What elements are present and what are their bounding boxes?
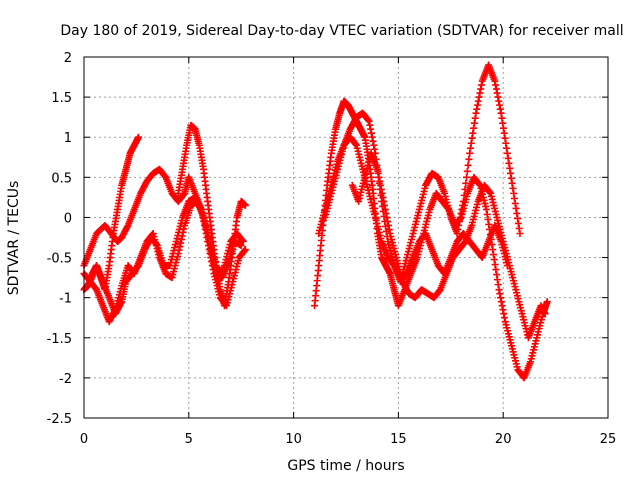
- y-tick-label: -1.5: [47, 332, 72, 347]
- series-track-8: [315, 133, 511, 286]
- data-point: [237, 242, 245, 250]
- x-axis-label: GPS time / hours: [287, 458, 404, 474]
- y-tick-label: 0.5: [51, 171, 72, 186]
- data-point: [543, 298, 551, 306]
- data-point: [541, 310, 549, 318]
- x-tick-label: 5: [185, 432, 193, 447]
- data-point: [463, 167, 471, 175]
- y-tick-label: 2: [64, 51, 72, 66]
- plot-frame: [83, 56, 609, 419]
- y-tick-label: 1: [64, 131, 72, 146]
- data-point: [465, 155, 473, 163]
- chart-title: Day 180 of 2019, Sidereal Day-to-day VTE…: [60, 23, 623, 39]
- data-point: [241, 201, 249, 209]
- y-tick-label: -0.5: [47, 252, 72, 267]
- x-tick-label: 25: [600, 432, 617, 447]
- data-point: [459, 197, 467, 205]
- y-tick-label: -2: [59, 372, 72, 387]
- data-point: [241, 246, 249, 254]
- series-track-9: [348, 149, 549, 342]
- data-point: [134, 133, 142, 141]
- x-tick-label: 10: [285, 432, 302, 447]
- data-points: [80, 61, 551, 382]
- series-track-5: [174, 121, 249, 310]
- y-axis-label: SDTVAR / TECUs: [6, 181, 22, 296]
- y-tick-label: 0: [64, 211, 72, 226]
- y-tick-label: -1: [59, 292, 72, 307]
- x-tick-label: 15: [390, 432, 407, 447]
- data-point: [516, 229, 524, 237]
- axis-ticks: -2.5-2-1.5-1-0.500.511.520 5 10 15 20 25: [47, 51, 617, 447]
- data-point: [461, 185, 469, 193]
- series-track-4: [80, 133, 142, 294]
- data-point: [462, 179, 470, 187]
- data-point: [239, 238, 247, 246]
- x-tick-label: 20: [495, 432, 512, 447]
- x-tick-label: 0: [80, 432, 88, 447]
- y-tick-label: 1.5: [51, 91, 72, 106]
- data-point: [464, 161, 472, 169]
- data-point: [463, 173, 471, 181]
- y-tick-label: -2.5: [47, 412, 72, 427]
- data-point: [460, 191, 468, 199]
